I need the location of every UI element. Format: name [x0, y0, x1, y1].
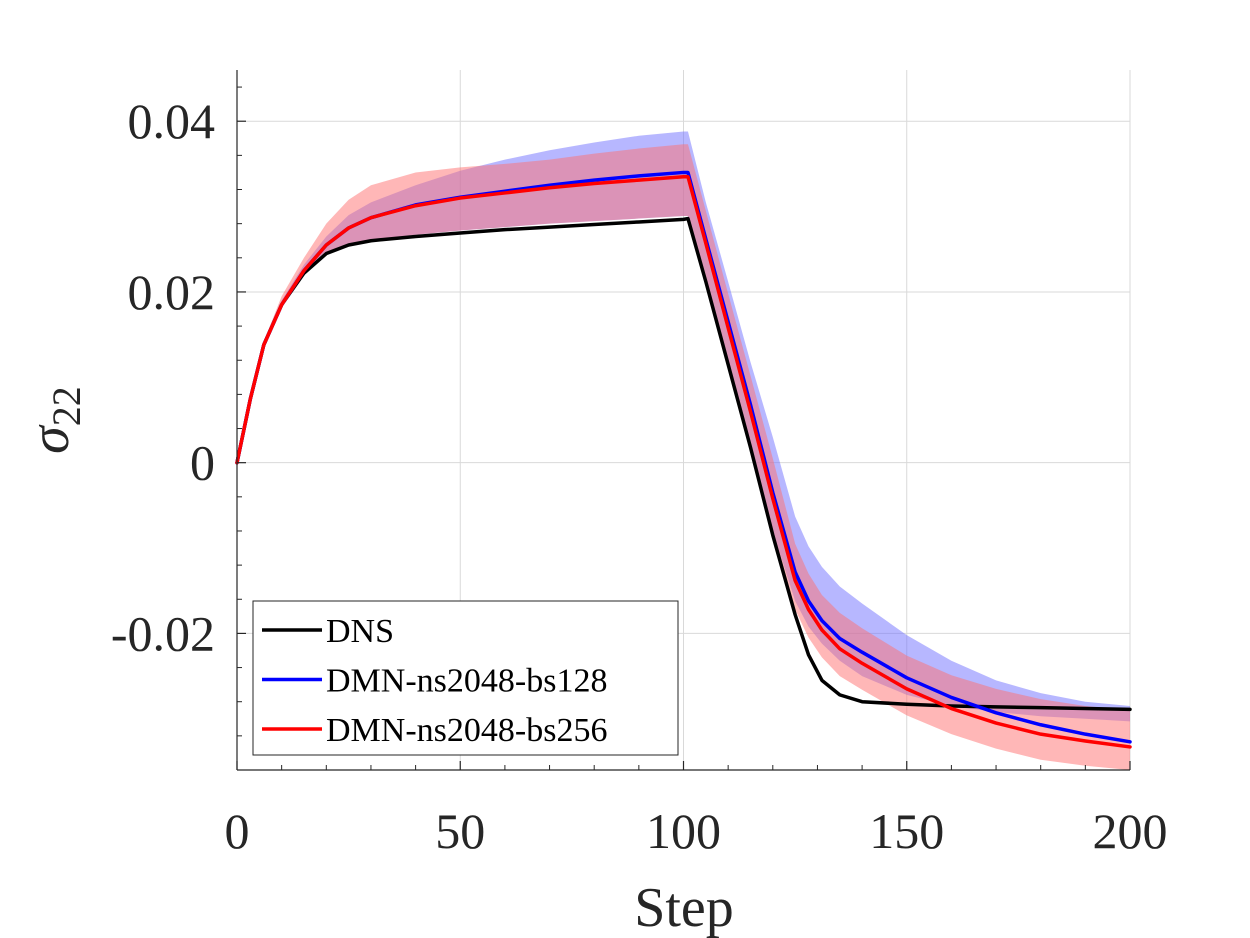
legend-box [252, 600, 679, 756]
y-tick-label: -0.02 [111, 605, 215, 661]
y-axis-title-symbol: σ [19, 424, 81, 454]
y-axis-title: σ22 [19, 386, 89, 454]
x-tick-label: 200 [1093, 803, 1168, 859]
line-dns [235, 216, 1132, 712]
line-dmn-ns2048-bs256 [235, 174, 1132, 749]
x-tick-labels: 0 50 100 150 200 [225, 803, 1168, 859]
legend-label-dmn-ns2048-bs128: DMN-ns2048-bs128 [326, 663, 607, 700]
y-axis-title-subscript: 22 [44, 386, 89, 426]
y-tick-label: 0.04 [128, 93, 216, 149]
x-tick-label: 0 [225, 803, 250, 859]
legend-label-dmn-ns2048-bs256: DMN-ns2048-bs256 [326, 712, 607, 749]
axes [236, 70, 1131, 771]
x-tick-label: 100 [646, 803, 721, 859]
series-lines [235, 170, 1132, 749]
y-tick-labels: -0.02 0 0.02 0.04 [111, 93, 215, 661]
x-tick-label: 150 [869, 803, 944, 859]
x-tick-label: 50 [435, 803, 485, 859]
y-tick-label: 0.02 [128, 264, 216, 320]
legend-label-dns: DNS [326, 613, 394, 650]
legend: DNS DMN-ns2048-bs128 DMN-ns2048-bs256 [252, 600, 679, 756]
x-axis-title: Step [634, 877, 734, 938]
y-tick-label: 0 [190, 435, 215, 491]
